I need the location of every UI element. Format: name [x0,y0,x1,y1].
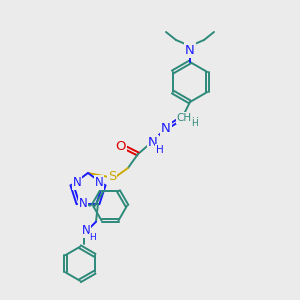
Text: H: H [90,233,96,242]
Text: N: N [95,176,103,189]
Text: N: N [95,176,103,189]
Text: S: S [108,170,116,184]
Text: CH: CH [176,113,192,123]
Text: N: N [161,122,171,134]
Text: O: O [116,140,126,152]
Text: N: N [79,197,87,210]
Text: N: N [148,136,158,149]
Text: N: N [148,136,158,149]
Text: N: N [161,122,171,134]
Text: H: H [190,118,197,127]
Text: O: O [116,140,126,152]
Text: N: N [79,197,87,210]
Text: H: H [156,145,164,155]
Text: N: N [82,224,90,237]
Text: H: H [192,118,198,127]
Text: N: N [73,176,81,189]
Text: N: N [82,224,90,237]
Text: CH: CH [176,113,192,123]
Text: S: S [108,170,116,184]
Text: N: N [185,44,195,56]
Text: N: N [185,44,195,56]
Text: N: N [73,176,81,189]
Text: H: H [90,233,96,242]
Text: H: H [156,145,164,155]
